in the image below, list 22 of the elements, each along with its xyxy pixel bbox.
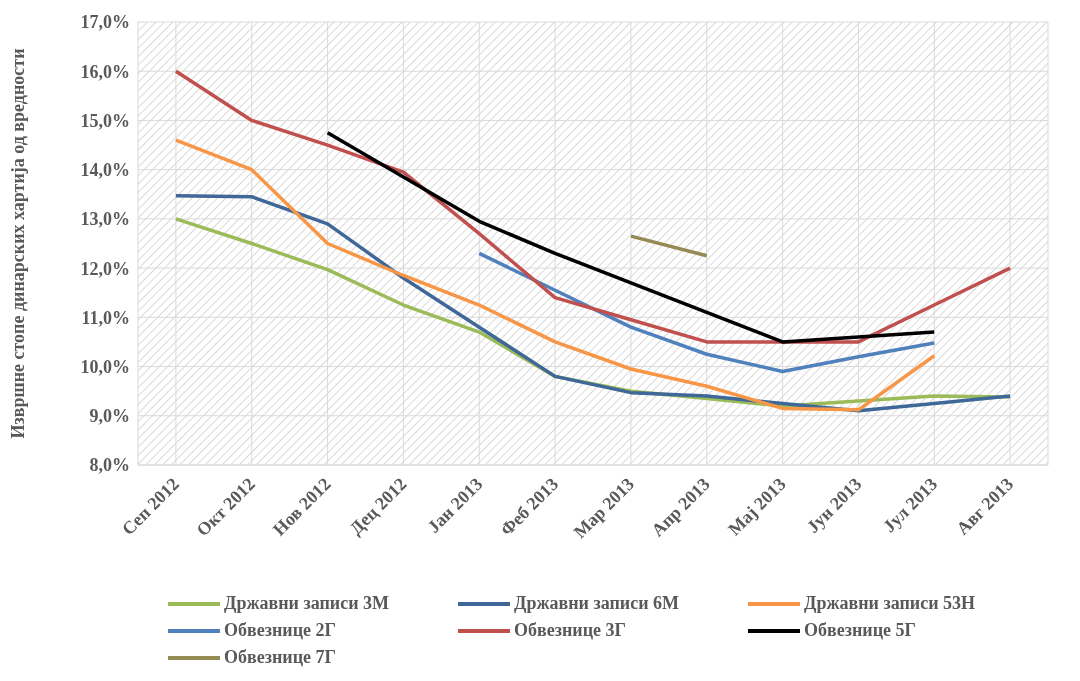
y-tick-label: 8,0% — [89, 455, 130, 476]
legend-label: Обвезнице 7Г — [224, 647, 336, 668]
line-series — [477, 251, 936, 374]
y-tick-label: 14,0% — [80, 160, 130, 181]
y-tick-label: 9,0% — [89, 406, 130, 427]
legend-label: Државни записи 6М — [514, 593, 679, 614]
y-tick-label: 16,0% — [80, 61, 130, 82]
legend-label: Државни записи 3М — [224, 593, 389, 614]
y-tick-label: 10,0% — [80, 356, 130, 377]
y-tick-label: 17,0% — [80, 12, 130, 33]
y-axis-title: Извршне стопе динарских хартија од вредности — [8, 48, 29, 439]
legend-label: Обвезнице 5Г — [804, 620, 916, 641]
legend-label: Државни записи 53Н — [804, 593, 976, 614]
line-series — [174, 69, 1012, 344]
legend-label: Обвезнице 3Г — [514, 620, 626, 641]
line-series — [174, 138, 936, 412]
line-series — [325, 131, 936, 344]
y-tick-label: 12,0% — [80, 258, 130, 279]
y-tick-label: 15,0% — [80, 110, 130, 131]
legend-label: Обвезнице 2Г — [224, 620, 336, 641]
y-tick-label: 11,0% — [81, 307, 130, 328]
y-tick-label: 13,0% — [80, 209, 130, 230]
